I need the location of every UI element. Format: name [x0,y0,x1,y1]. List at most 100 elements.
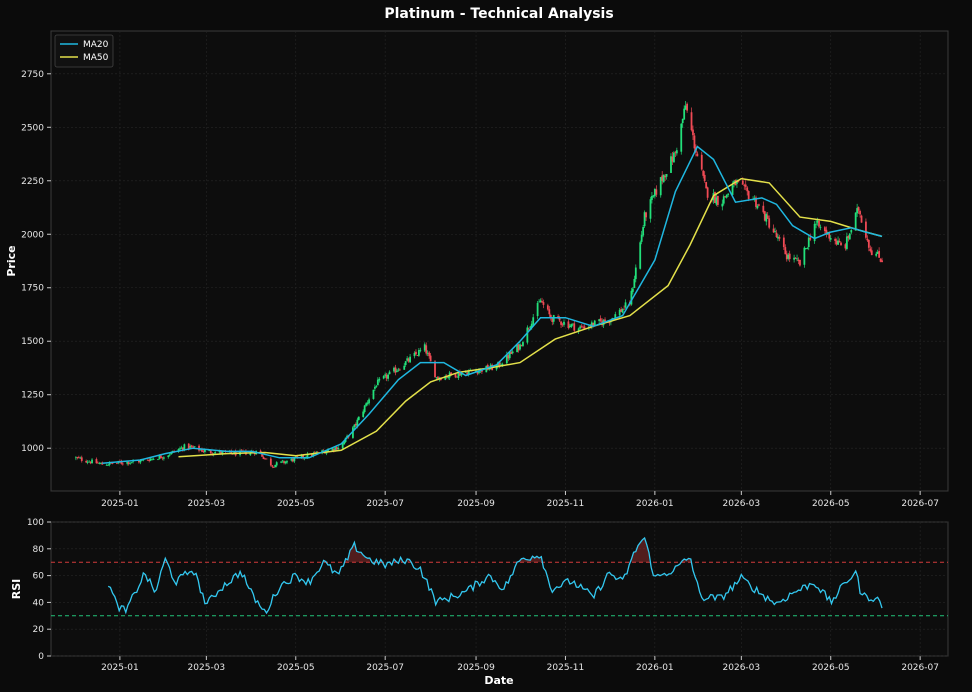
price-candle-body [692,129,694,136]
price-candle-body [211,453,214,455]
price-y-axis-label: Price [5,245,18,276]
price-candle-body [573,323,576,331]
price-candle-body [577,328,580,332]
price-candle-body [866,238,869,241]
price-candle-body [152,458,155,460]
price-candle-body [527,328,530,330]
price-candle-body [683,108,686,120]
price-candle-body [275,462,278,466]
price-candle-body [570,324,573,327]
price-x-tick-label: 2025-09 [457,499,495,509]
price-candle-body [86,461,89,463]
price-candle-body [520,345,523,346]
price-candle-body [283,461,285,464]
price-candle-body [775,232,778,238]
price-legend: MA20 MA50 [54,34,114,68]
price-candle-body [568,325,571,328]
price-candle-body [859,211,861,215]
price-candle-body [495,365,498,370]
price-candle-body [661,175,664,181]
price-candle-body [684,105,687,110]
price-candle-body [120,461,123,464]
price-candle-body [290,458,293,461]
price-candle-body [546,305,549,310]
price-candle-body [409,356,411,363]
price-x-tick-label: 2026-05 [812,499,850,509]
price-candle-body [680,123,683,152]
price-x-tick-label: 2026-01 [636,499,674,509]
legend-box [54,34,114,68]
price-candle-body [541,301,543,303]
price-candle-body [681,118,684,124]
price-candle-body [126,461,129,464]
price-candle-body [182,447,184,450]
price-candle-body [560,321,562,325]
price-candle-body [148,460,151,462]
price-candle-body [396,370,398,373]
price-candle-body [516,344,518,352]
price-candle-body [652,195,655,197]
price-candle-body [640,234,643,242]
price-candle-body [722,196,725,204]
price-candle-body [179,448,181,450]
price-candle-body [334,447,337,450]
price-candle-body [875,253,878,256]
ma20-line [102,145,883,464]
price-candle-body [519,344,521,350]
price-candle-body [794,257,797,259]
price-candle-body [457,372,460,378]
price-candle-body [362,411,365,417]
price-candle-body [845,236,848,249]
price-candle-body [725,194,728,198]
price-candle-body [675,150,678,154]
price-candle-body [363,405,366,413]
price-candle-body [784,247,787,255]
price-candle-body [854,212,857,231]
price-x-tick-label: 2025-07 [366,499,404,509]
price-candle-body [160,455,162,459]
price-candle-body [526,327,529,343]
price-candle-body [777,236,779,239]
rsi-y-tick-label: 40 [33,598,45,608]
price-candle-body [262,457,265,459]
price-candle-body [415,351,417,355]
price-candle-body [847,235,850,239]
price-candle-body [466,372,469,376]
price-candle-body [459,371,461,376]
price-candle-body [261,454,263,457]
price-candle-body [419,349,422,351]
rsi-x-tick-label: 2026-05 [812,663,850,673]
price-candle-body [727,193,730,195]
price-candle-body [91,459,93,464]
price-y-tick-label: 2250 [21,177,44,187]
price-candle-body [286,461,288,463]
price-candle-body [731,185,734,196]
price-candle-body [804,248,807,249]
price-y-tick-label: 1000 [21,444,44,454]
price-candle-body [608,322,611,324]
price-candle-body [291,458,294,462]
price-candle-body [583,326,586,330]
price-candle-body [618,309,621,316]
price-candle-body [376,379,379,386]
price-candle-body [437,376,439,379]
price-candle-body [272,466,275,468]
rsi-x-tick-label: 2025-07 [366,663,404,673]
price-candle-body [867,239,870,248]
price-candle-body [416,355,419,356]
price-candle-body [788,253,791,260]
price-candle-body [434,361,436,378]
price-candle-body [664,176,667,178]
price-candle-body [865,221,867,238]
price-candle-body [756,205,759,209]
price-candle-body [542,302,545,305]
price-candle-body [870,250,873,256]
price-candle-body [425,345,428,354]
price-candle-body [372,389,375,399]
price-candle-body [835,240,838,245]
price-candle-body [98,463,101,464]
price-candle-body [816,220,819,223]
price-candle-body [705,181,708,189]
price-candle-body [714,192,716,203]
